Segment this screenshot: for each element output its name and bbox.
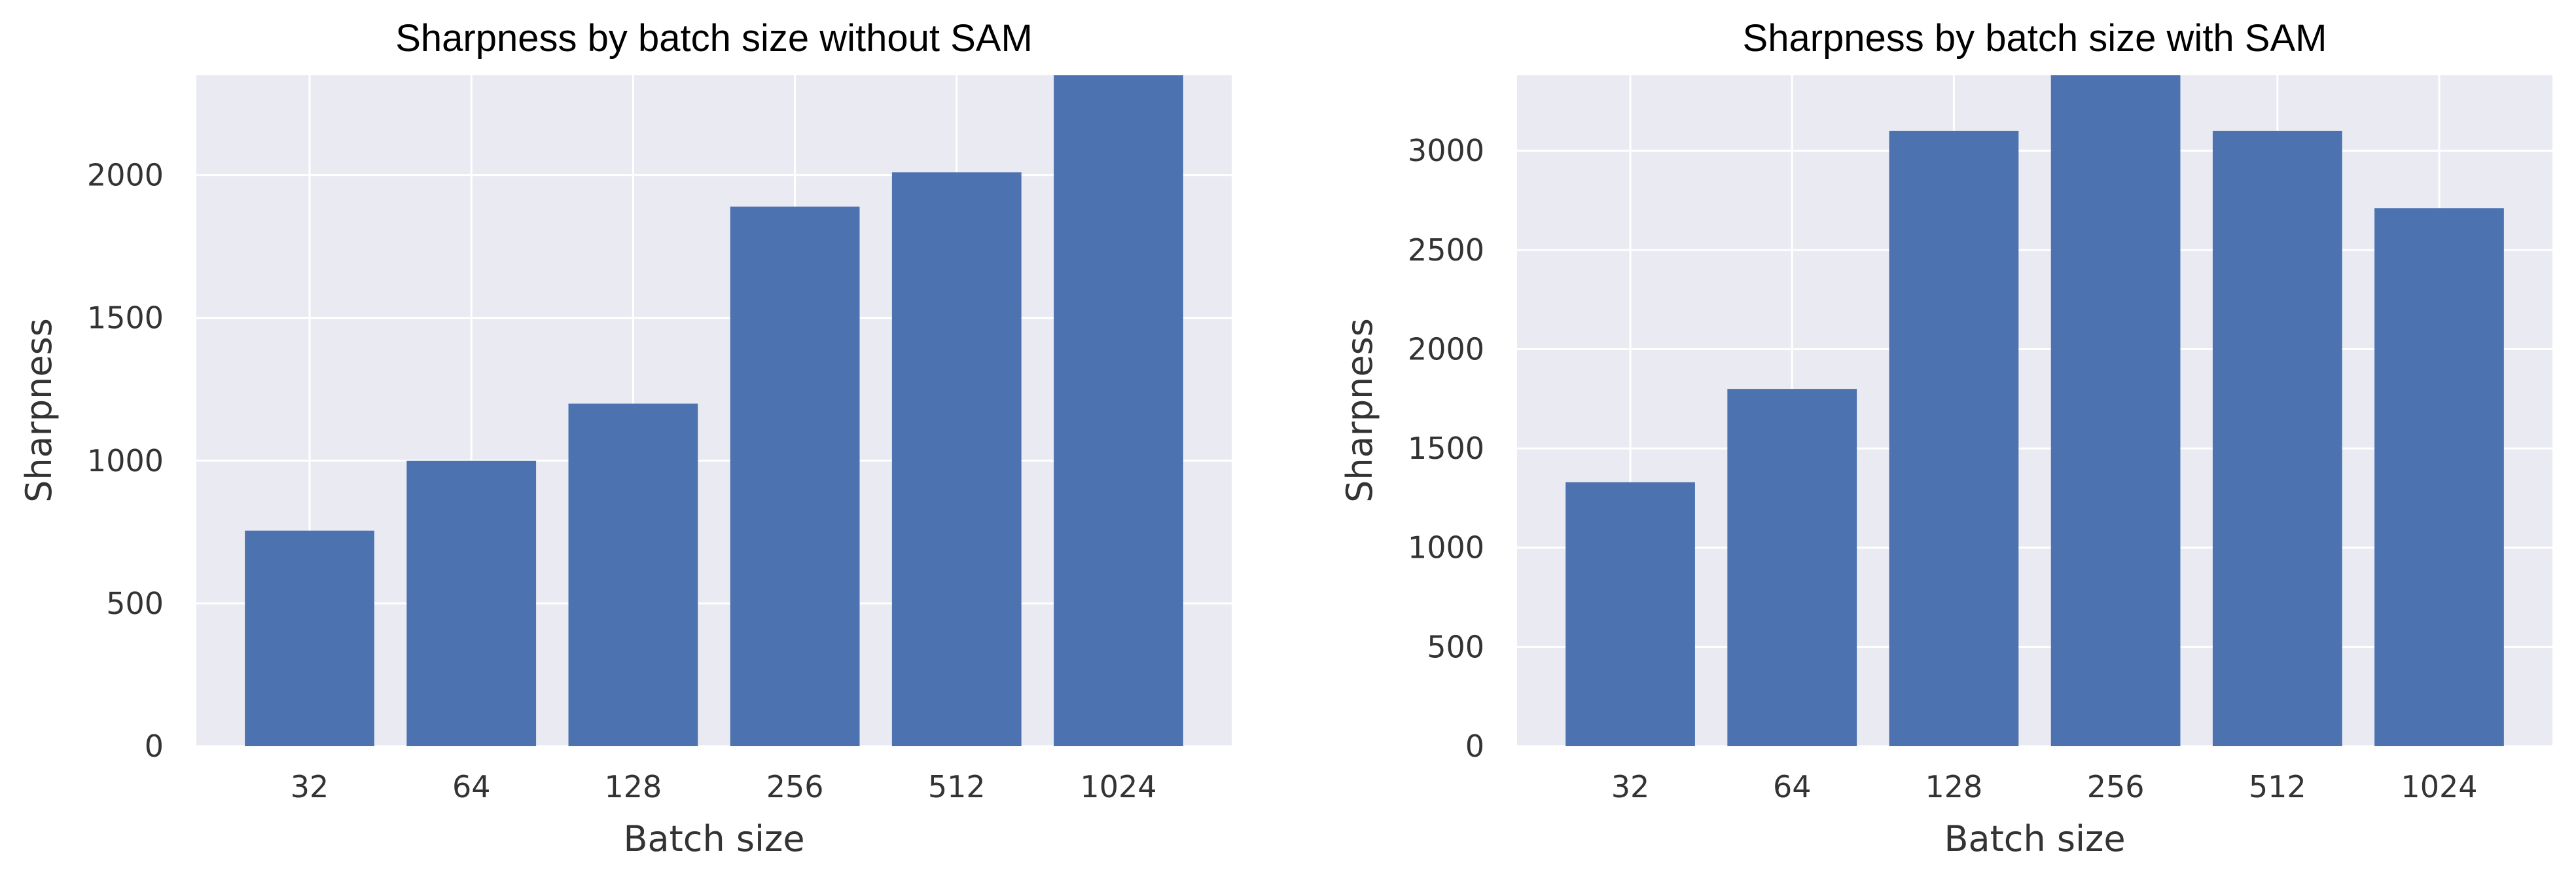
- bar-256: [2050, 75, 2181, 746]
- x-tick-label: 32: [1611, 769, 1650, 804]
- x-tick-label: 64: [452, 769, 491, 804]
- x-tick-label: 128: [1925, 769, 1983, 804]
- y-tick-label: 2000: [87, 158, 164, 193]
- chart-with-sam-svg: 0 500 1000 1500 2000 2500 3000 32 64 128 256 512 10…: [1339, 17, 2552, 859]
- x-tick-labels: 32 64 128 256 512 1024: [291, 769, 1157, 804]
- y-axis-label: Sharpness: [18, 318, 60, 503]
- y-tick-label: 0: [1465, 729, 1484, 764]
- bar-128: [1889, 130, 2019, 746]
- bar-512: [891, 172, 1022, 747]
- x-tick-label: 1024: [1080, 769, 1156, 804]
- x-tick-label: 1024: [2401, 769, 2477, 804]
- bar-512: [2212, 130, 2342, 746]
- chart-without-sam-svg: 0 500 1000 1500 2000 32 64 128 256 512 1024 Sharp…: [18, 17, 1232, 859]
- x-axis-label: Batch size: [623, 818, 804, 859]
- bar-32: [245, 530, 374, 746]
- chart-title: Sharpness by batch size without SAM: [395, 17, 1033, 60]
- y-tick-label: 500: [106, 586, 164, 621]
- y-tick-label: 1500: [87, 300, 164, 336]
- x-tick-label: 128: [605, 769, 662, 804]
- y-tick-label: 1000: [87, 443, 164, 478]
- y-axis-label: Sharpness: [1339, 318, 1380, 503]
- y-tick-labels: 0 500 1000 1500 2000: [87, 158, 164, 764]
- bars: [1565, 75, 2504, 746]
- bar-64: [1727, 389, 1857, 746]
- y-tick-label: 1500: [1408, 431, 1484, 466]
- bar-1024: [2374, 208, 2504, 746]
- chart-with-sam: 0 500 1000 1500 2000 2500 3000 32 64 128 256 512 10…: [1321, 0, 2576, 883]
- y-tick-label: 2000: [1408, 331, 1484, 367]
- x-tick-label: 512: [2249, 769, 2306, 804]
- bar-64: [406, 460, 537, 746]
- bar-32: [1565, 482, 1695, 746]
- y-tick-label: 1000: [1408, 530, 1484, 566]
- chart-title: Sharpness by batch size with SAM: [1743, 17, 2327, 60]
- y-tick-label: 500: [1427, 629, 1484, 664]
- bars: [245, 75, 1183, 747]
- x-tick-labels: 32 64 128 256 512 1024: [1611, 769, 2478, 804]
- x-tick-label: 512: [928, 769, 986, 804]
- chart-without-sam: 0 500 1000 1500 2000 32 64 128 256 512 1024 Sharp…: [0, 0, 1255, 883]
- x-tick-label: 256: [2087, 769, 2145, 804]
- x-tick-label: 256: [766, 769, 824, 804]
- x-axis-label: Batch size: [1944, 818, 2125, 859]
- bar-256: [730, 206, 860, 746]
- y-tick-label: 0: [145, 729, 164, 764]
- y-tick-label: 3000: [1408, 133, 1484, 168]
- x-tick-label: 32: [291, 769, 329, 804]
- bar-1024: [1054, 75, 1183, 746]
- y-tick-labels: 0 500 1000 1500 2000 2500 3000: [1408, 133, 1484, 764]
- x-tick-label: 64: [1773, 769, 1812, 804]
- bar-128: [568, 403, 698, 746]
- y-tick-label: 2500: [1408, 232, 1484, 268]
